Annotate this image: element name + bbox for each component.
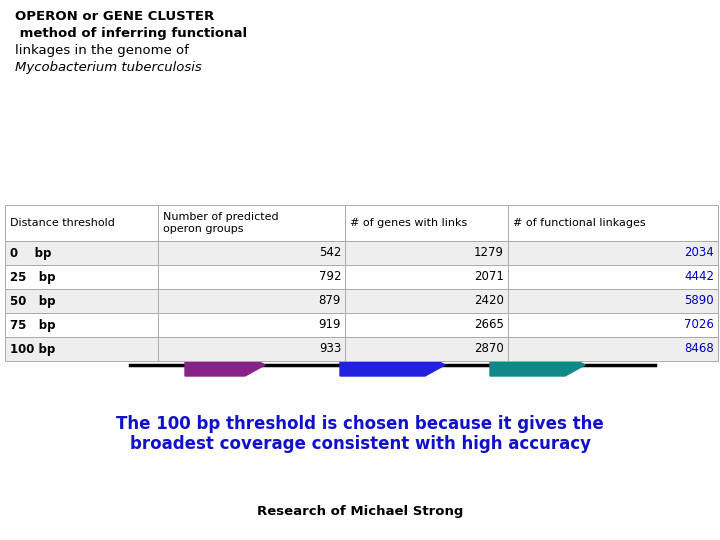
FancyArrow shape xyxy=(490,354,585,376)
Text: 75   bp: 75 bp xyxy=(10,319,55,332)
Text: bbbb gene B: bbbb gene B xyxy=(372,337,433,347)
Text: Number of predicted
operon groups: Number of predicted operon groups xyxy=(163,212,279,234)
Bar xyxy=(345,289,508,313)
Bar xyxy=(508,337,718,361)
Text: 933: 933 xyxy=(319,342,341,355)
Bar xyxy=(345,241,508,265)
Text: OPERON or GENE CLUSTER: OPERON or GENE CLUSTER xyxy=(15,10,215,23)
Bar xyxy=(345,205,508,241)
Text: broadest coverage consistent with high accuracy: broadest coverage consistent with high a… xyxy=(130,435,590,453)
Bar xyxy=(508,205,718,241)
Bar xyxy=(5,205,158,241)
Bar xyxy=(345,337,508,361)
FancyArrow shape xyxy=(340,354,445,376)
Text: 792: 792 xyxy=(318,271,341,284)
Bar xyxy=(345,265,508,289)
Bar xyxy=(5,337,158,361)
Text: # of genes with links: # of genes with links xyxy=(350,218,467,228)
Bar xyxy=(345,313,508,337)
Text: Distance threshold: Distance threshold xyxy=(10,218,115,228)
Text: 2870: 2870 xyxy=(474,342,504,355)
Bar xyxy=(508,313,718,337)
Text: 4442: 4442 xyxy=(684,271,714,284)
Bar xyxy=(508,289,718,313)
Text: 50   bp: 50 bp xyxy=(10,294,55,307)
Bar xyxy=(158,241,345,265)
Text: 2665: 2665 xyxy=(474,319,504,332)
Bar xyxy=(5,241,158,265)
Text: gene A: gene A xyxy=(218,337,252,347)
Text: 919: 919 xyxy=(318,319,341,332)
Text: The 100 bp threshold is chosen because it gives the: The 100 bp threshold is chosen because i… xyxy=(116,415,604,433)
Text: Mycobacterium tuberculosis: Mycobacterium tuberculosis xyxy=(15,61,202,74)
Text: linkages in the genome of: linkages in the genome of xyxy=(15,44,189,57)
Bar xyxy=(158,313,345,337)
Text: 2071: 2071 xyxy=(474,271,504,284)
FancyArrowPatch shape xyxy=(402,312,546,354)
Text: 100 bp: 100 bp xyxy=(10,342,55,355)
FancyArrow shape xyxy=(185,354,265,376)
Text: 8468: 8468 xyxy=(684,342,714,355)
Bar xyxy=(508,265,718,289)
Bar xyxy=(158,205,345,241)
Text: 542: 542 xyxy=(319,246,341,260)
Text: 25   bp: 25 bp xyxy=(10,271,55,284)
Bar xyxy=(5,265,158,289)
Bar xyxy=(158,337,345,361)
Text: 879: 879 xyxy=(319,294,341,307)
Text: 7026: 7026 xyxy=(684,319,714,332)
Text: method of inferring functional: method of inferring functional xyxy=(15,27,247,40)
Text: 1279: 1279 xyxy=(474,246,504,260)
Text: 2034: 2034 xyxy=(684,246,714,260)
Bar xyxy=(5,313,158,337)
Bar xyxy=(508,241,718,265)
Bar xyxy=(158,289,345,313)
Text: 2420: 2420 xyxy=(474,294,504,307)
FancyArrowPatch shape xyxy=(235,293,545,355)
Text: 5890: 5890 xyxy=(685,294,714,307)
FancyArrowPatch shape xyxy=(234,306,400,354)
Bar xyxy=(158,265,345,289)
Text: # of functional linkages: # of functional linkages xyxy=(513,218,646,228)
Text: Research of Michael Strong: Research of Michael Strong xyxy=(257,505,463,518)
Text: 0    bp: 0 bp xyxy=(10,246,51,260)
Text: gene C: gene C xyxy=(531,337,564,347)
Bar xyxy=(5,289,158,313)
